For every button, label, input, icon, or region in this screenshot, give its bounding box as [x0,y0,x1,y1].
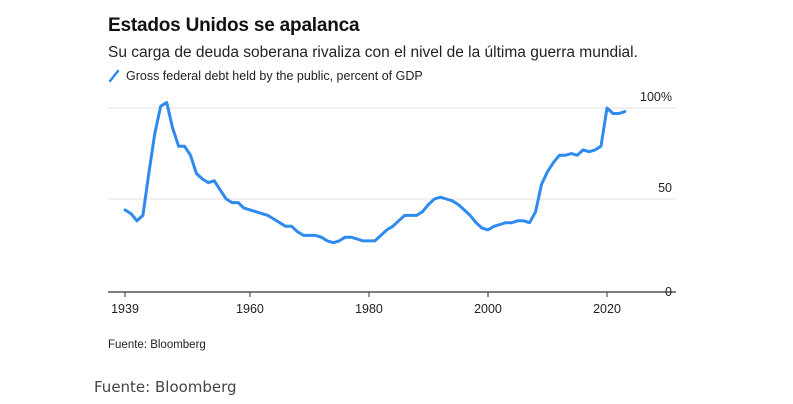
x-tick-label-1960: 1960 [236,302,264,316]
x-tick-label-1939: 1939 [111,302,139,316]
chart-source: Fuente: Bloomberg [108,339,206,351]
legend-label: Gross federal debt held by the public, p… [126,69,423,83]
series-line-debt [123,101,627,245]
legend-swatch [108,69,120,83]
x-tick-label-2020: 2020 [593,302,621,316]
chart-title: Estados Unidos se apalanca [108,15,360,36]
chart-card [92,0,696,366]
image-caption: Fuente: Bloomberg [94,378,237,396]
y-tick-label-50: 50 [658,181,672,195]
x-tick-label-1980: 1980 [355,302,383,316]
chart-legend: Gross federal debt held by the public, p… [108,69,423,83]
y-tick-label-0: 0 [665,285,672,299]
y-tick-label-100: 100% [640,90,672,104]
chart-subtitle: Su carga de deuda soberana rivaliza con … [108,44,638,61]
x-tick-label-2000: 2000 [474,302,502,316]
